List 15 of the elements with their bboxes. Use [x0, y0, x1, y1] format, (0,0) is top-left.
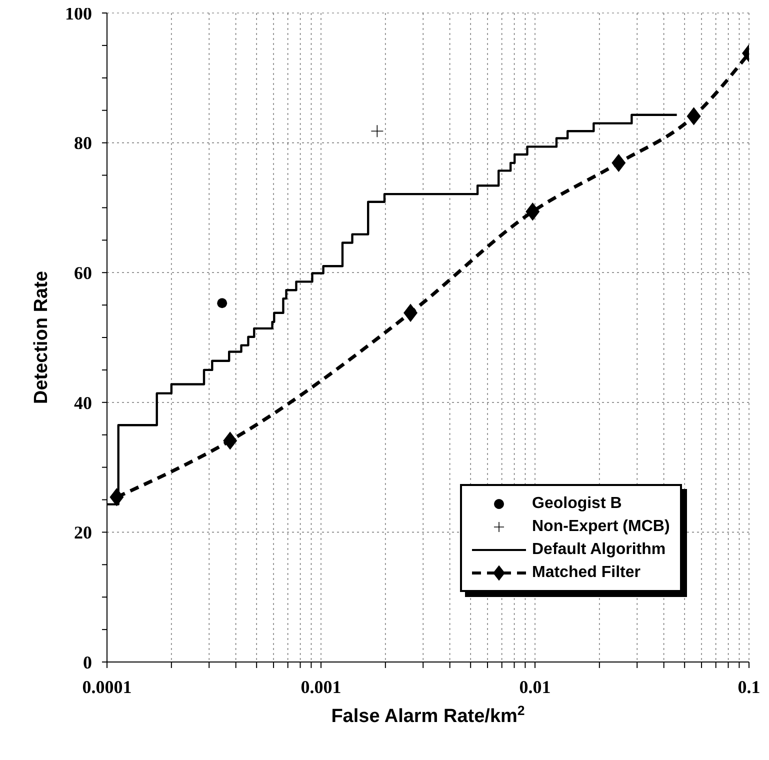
y-tick-label: 20 [74, 522, 92, 543]
legend-label: Default Algorithm [532, 540, 666, 558]
legend-label: Non-Expert (MCB) [532, 518, 670, 536]
x-axis-title: False Alarm Rate/km$^{2}$ [331, 702, 525, 727]
y-tick-label: 80 [74, 133, 92, 154]
legend-label: Matched Filter [532, 564, 640, 582]
y-tick-label: 40 [74, 392, 92, 413]
y-tick-label: 0 [83, 652, 92, 672]
x-tick-label: 0.01 [519, 676, 551, 697]
y-tick-label: 60 [74, 262, 92, 283]
x-tick-label: 0.001 [300, 676, 342, 697]
legend-label: Geologist B [532, 494, 622, 512]
x-tick-label: 0.1 [738, 676, 760, 697]
y-axis-title: Detection Rate [31, 270, 52, 404]
x-tick-label: 0.0001 [82, 676, 132, 697]
